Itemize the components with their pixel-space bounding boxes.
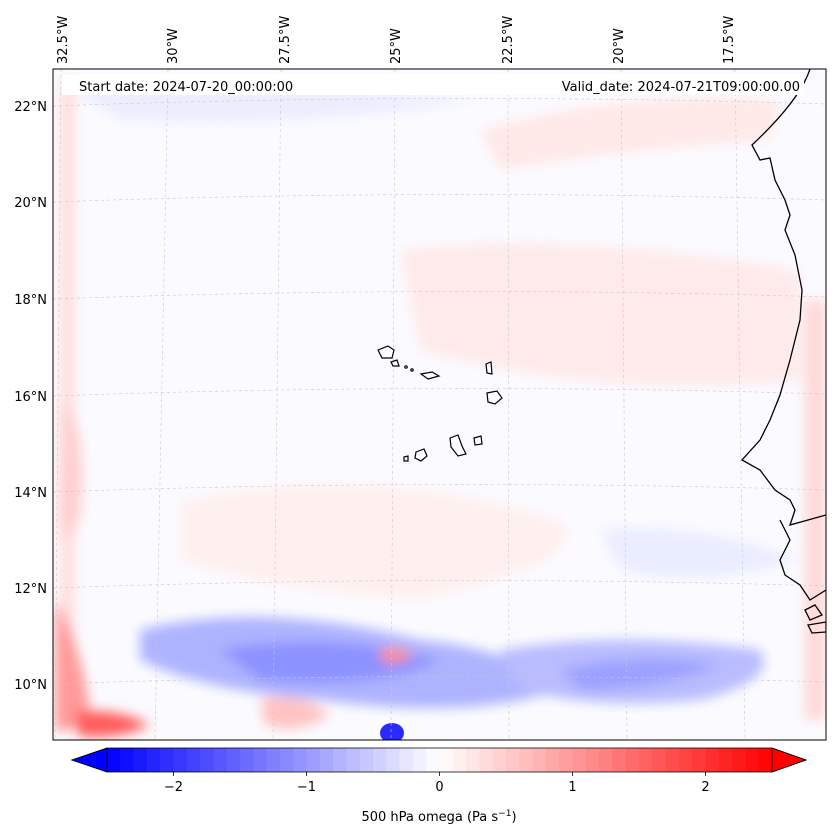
colorbar-segment <box>226 748 241 772</box>
lon-label-25w: 25°W <box>389 28 404 64</box>
colorbar-segments <box>107 748 773 772</box>
lon-label-17-5w: 17.5°W <box>722 16 737 64</box>
colorbar-segment <box>532 748 547 772</box>
cape-verde-islands <box>377 345 503 462</box>
island-santiago <box>449 434 467 457</box>
colorbar-segment <box>572 748 587 772</box>
lon-label-32-5w: 32.5°W <box>56 16 71 64</box>
island-raso <box>410 368 414 372</box>
lat-label-12n: 12°N <box>14 582 47 597</box>
lon-label-30w: 30°W <box>166 28 181 64</box>
island-fogo <box>414 448 428 462</box>
island-santo-antao <box>377 345 395 359</box>
colorbar-segment <box>200 748 214 772</box>
colorbar-tick-label: 0 <box>435 780 443 795</box>
lat-label-16n: 16°N <box>14 390 47 405</box>
colorbar-segment <box>519 748 534 772</box>
colorbar-ticks: −2 −1 0 1 2 <box>164 772 710 795</box>
colorbar-segment <box>173 748 188 772</box>
lat-label-18n: 18°N <box>14 293 47 308</box>
colorbar-outline <box>70 747 808 773</box>
colorbar-high-extend-arrow <box>771 747 808 773</box>
lat-label-14n: 14°N <box>14 486 47 501</box>
island-brava <box>403 455 409 462</box>
colorbar-segment <box>279 748 294 772</box>
colorbar-segment <box>240 748 254 772</box>
colorbar-segment <box>639 748 653 772</box>
colorbar-segment <box>692 748 707 772</box>
map-panel: Start date: 2024-07-20_00:00:00 Valid_da… <box>52 68 827 741</box>
colorbar-segment <box>213 748 228 772</box>
lon-label-27-5w: 27.5°W <box>278 16 293 64</box>
date-label-background <box>62 75 804 95</box>
lon-label-20w: 20°W <box>612 28 627 64</box>
valid-date-label: Valid_date: 2024-07-21T09:00:00.00 <box>562 80 800 95</box>
colorbar-segment <box>705 748 720 772</box>
colorbar-segment <box>466 748 480 772</box>
colorbar-segment <box>612 748 627 772</box>
colorbar-segment <box>133 748 148 772</box>
lat-label-10n: 10°N <box>14 678 47 693</box>
island-sao-vicente <box>390 359 400 367</box>
colorbar-segment <box>585 748 600 772</box>
longitude-labels: 32.5°W 30°W 27.5°W 25°W 22.5°W 20°W 17.5… <box>56 16 737 64</box>
colorbar-segment <box>652 748 667 772</box>
colorbar-segment <box>386 748 401 772</box>
island-sao-nicolau <box>419 371 441 380</box>
island-santa-luzia <box>404 365 408 369</box>
map-frame <box>52 68 827 741</box>
colorbar-tick-label: −1 <box>297 780 316 795</box>
colorbar-segment <box>412 748 427 772</box>
colorbar: −2 −1 0 1 2 500 hPa omega (Pa s−1) <box>70 747 808 825</box>
colorbar-tick-label: 1 <box>568 780 576 795</box>
colorbar-tick-label: −2 <box>164 780 183 795</box>
colorbar-segment <box>399 748 414 772</box>
colorbar-label: 500 hPa omega (Pa s−1) <box>361 809 516 825</box>
colorbar-segment <box>678 748 693 772</box>
colorbar-segment <box>732 748 746 772</box>
colorbar-segment <box>293 748 308 772</box>
island-maio <box>473 435 483 446</box>
colorbar-segment <box>266 748 281 772</box>
colorbar-segment <box>253 748 268 772</box>
colorbar-segment <box>545 748 560 772</box>
colorbar-segment <box>306 748 321 772</box>
island-sal <box>485 361 493 375</box>
colorbar-tick-label: 2 <box>701 780 709 795</box>
lat-label-22n: 22°N <box>14 100 47 115</box>
colorbar-segment <box>319 748 334 772</box>
colorbar-segment <box>439 748 454 772</box>
colorbar-segment <box>718 748 733 772</box>
colorbar-segment <box>758 748 773 772</box>
colorbar-low-extend-arrow <box>70 747 108 773</box>
colorbar-segment <box>559 748 574 772</box>
start-date-label: Start date: 2024-07-20_00:00:00 <box>79 80 293 95</box>
colorbar-segment <box>625 748 640 772</box>
colorbar-segment <box>373 748 387 772</box>
omega-field <box>55 80 826 740</box>
colorbar-segment <box>479 748 494 772</box>
colorbar-segment <box>107 748 121 772</box>
colorbar-segment <box>359 748 374 772</box>
colorbar-segment <box>665 748 680 772</box>
colorbar-segment <box>160 748 175 772</box>
coastline <box>740 69 826 634</box>
colorbar-segment <box>599 748 613 772</box>
colorbar-segment <box>146 748 161 772</box>
colorbar-segment <box>745 748 760 772</box>
colorbar-segment <box>186 748 201 772</box>
colorbar-segment <box>346 748 361 772</box>
colorbar-segment <box>506 748 520 772</box>
colorbar-segment <box>120 748 135 772</box>
colorbar-segment <box>426 748 441 772</box>
colorbar-segment <box>492 748 507 772</box>
colorbar-segment <box>452 748 467 772</box>
latitude-labels: 22°N 20°N 18°N 16°N 14°N 12°N 10°N <box>14 100 47 693</box>
island-boa-vista <box>486 390 503 405</box>
lat-label-20n: 20°N <box>14 196 47 211</box>
colorbar-segment <box>333 748 347 772</box>
lon-label-22-5w: 22.5°W <box>501 16 516 64</box>
graticule <box>53 69 826 740</box>
